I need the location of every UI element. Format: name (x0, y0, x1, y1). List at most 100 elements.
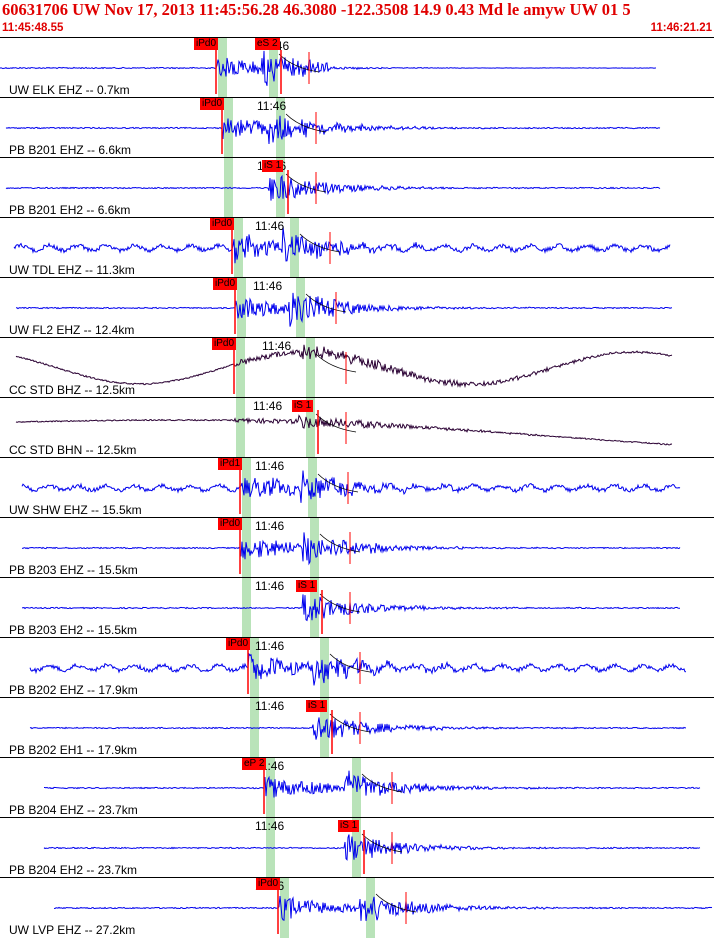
station-label: PB B204 EHZ -- 23.7km (9, 803, 138, 817)
waveform-trace (21, 470, 681, 503)
minute-tick-label: 11:46 (255, 519, 285, 533)
seismogram-panel[interactable]: 11:46 iS 1 PB B202 EH1 -- 17.9km (0, 697, 714, 758)
minute-tick-label: 11:46 (262, 339, 292, 353)
waveform-trace (29, 652, 687, 686)
s-window-band (306, 338, 315, 398)
coda-curve (361, 773, 403, 793)
minute-tick-label: 11:46 (253, 399, 283, 413)
minute-tick-label: 11:46 (257, 99, 287, 113)
waveform-canvas (21, 578, 681, 638)
p-pick-tag[interactable]: iPd0 (218, 518, 243, 530)
p-pick-tag[interactable]: iPd0 (200, 98, 225, 110)
station-label: PB B203 EH2 -- 15.5km (9, 623, 138, 637)
waveform-canvas (53, 878, 713, 938)
p-pick-tag[interactable]: eP 2 (242, 758, 267, 770)
station-label: UW LVP EHZ -- 27.2km (9, 923, 136, 937)
waveform-canvas (15, 398, 673, 458)
coda-curve (317, 473, 359, 493)
s-pick-tag[interactable]: iS 1 (338, 820, 360, 832)
p-pick-tag[interactable]: iPd1 (218, 458, 243, 470)
coda-curve (299, 233, 341, 253)
minute-tick-label: 11:46 (255, 699, 285, 713)
p-window-band (237, 278, 246, 338)
station-label: UW TDL EHZ -- 11.3km (9, 263, 135, 277)
waveform-trace (15, 344, 673, 389)
seismogram-panel[interactable]: 11:46 iPd0 PB B201 EHZ -- 6.6km (0, 97, 714, 158)
seismogram-panel[interactable]: 11:46 iPd0 PB B202 EHZ -- 17.9km (0, 637, 714, 698)
coda-curve (285, 113, 327, 133)
waveform-canvas (16, 278, 673, 338)
minute-tick-label: 11:46 (255, 639, 285, 653)
p-pick-tag[interactable]: iPd0 (213, 278, 238, 290)
minute-tick-label: 11:46 (255, 459, 285, 473)
station-label: PB B203 EHZ -- 15.5km (9, 563, 138, 577)
station-label: PB B201 EHZ -- 6.6km (9, 143, 132, 157)
p-window-band (266, 758, 275, 818)
waveform-trace (21, 532, 681, 566)
station-label: PB B201 EH2 -- 6.6km (9, 203, 131, 217)
seismogram-panel[interactable]: 11:46 iS 1 PB B203 EH2 -- 15.5km (0, 577, 714, 638)
waveform-canvas (43, 818, 701, 878)
p-window-band (236, 338, 245, 398)
waveform-canvas (44, 758, 701, 818)
p-pick-tag[interactable]: iPd0 (194, 38, 219, 50)
s-window-band (306, 398, 315, 458)
waveform-trace (29, 717, 686, 740)
coda-curve (315, 353, 357, 373)
event-header: 60631706 UW Nov 17, 2013 11:45:56.28 46.… (0, 0, 714, 38)
minute-tick-label: 11:46 (253, 279, 283, 293)
p-pick-tag[interactable]: iPd0 (226, 638, 251, 650)
seismogram-panel[interactable]: 11:46 iS 1 CC STD BHN -- 12.5km (0, 397, 714, 458)
s-window-band (269, 38, 278, 98)
waveform-trace (44, 770, 701, 798)
station-label: UW ELK EHZ -- 0.7km (9, 83, 130, 97)
time-axis-start: 11:45:48.55 (2, 22, 64, 34)
seismogram-panel[interactable]: 11:46 iS 1 PB B204 EH2 -- 23.7km (0, 817, 714, 878)
waveform-canvas (21, 458, 681, 518)
s-pick-tag[interactable]: iS 1 (262, 160, 284, 172)
seismogram-panel[interactable]: 11:46 iPd1 UW SHW EHZ -- 15.5km (0, 457, 714, 518)
p-pick-tag[interactable]: iPd0 (212, 338, 237, 350)
coda-curve (305, 293, 347, 313)
waveform-trace (53, 895, 713, 921)
waveform-trace (21, 594, 681, 622)
seismogram-panel[interactable]: 11:46 iPd0 CC STD BHZ -- 12.5km (0, 337, 714, 398)
station-label: PB B202 EH1 -- 17.9km (9, 743, 138, 757)
minute-tick-label: 11:46 (255, 819, 285, 833)
minute-tick-label: 11:46 (255, 219, 285, 233)
seismogram-panel[interactable]: 11:46 iPd0 PB B203 EHZ -- 15.5km (0, 517, 714, 578)
seismogram-panel[interactable]: 11:46 iPd0 UW TDL EHZ -- 11.3km (0, 217, 714, 278)
coda-curve (329, 653, 371, 673)
seismogram-panel[interactable]: 11:46 iPd0 UW FL2 EHZ -- 12.4km (0, 277, 714, 338)
p-pick-tag[interactable]: iPd0 (210, 218, 235, 230)
coda-curve (319, 533, 361, 553)
s-pick-tag[interactable]: iS 1 (306, 700, 328, 712)
p-pick-tag[interactable]: iPd0 (256, 878, 281, 890)
s-window-band (290, 218, 299, 278)
waveform-trace (0, 50, 656, 86)
time-axis-end: 11:46:21.21 (650, 22, 712, 34)
station-label: UW FL2 EHZ -- 12.4km (9, 323, 135, 337)
station-label: UW SHW EHZ -- 15.5km (9, 503, 142, 517)
minute-tick-label: 11:46 (255, 579, 285, 593)
s-pick-tag[interactable]: eS 2 (255, 38, 280, 50)
waveform-trace (5, 174, 661, 201)
seismogram-panel[interactable]: 11:46iPd0eS 2UW ELK EHZ -- 0.7km (0, 37, 714, 98)
waveform-trace (5, 115, 661, 145)
station-label: PB B204 EH2 -- 23.7km (9, 863, 138, 877)
waveform-trace (13, 226, 671, 264)
seismogram-panel[interactable]: 11:46 eP 2 PB B204 EHZ -- 23.7km (0, 757, 714, 818)
s-pick-tag[interactable]: iS 1 (292, 400, 314, 412)
waveform-canvas (29, 698, 686, 758)
s-pick-tag[interactable]: iS 1 (296, 580, 318, 592)
waveform-trace (43, 834, 701, 861)
waveform-canvas (29, 638, 687, 698)
station-label: CC STD BHZ -- 12.5km (9, 383, 136, 397)
waveform-canvas (0, 38, 656, 98)
waveform-trace (15, 414, 673, 446)
station-label: CC STD BHN -- 12.5km (9, 443, 137, 457)
waveform-canvas (15, 338, 673, 398)
waveform-trace (16, 292, 673, 327)
